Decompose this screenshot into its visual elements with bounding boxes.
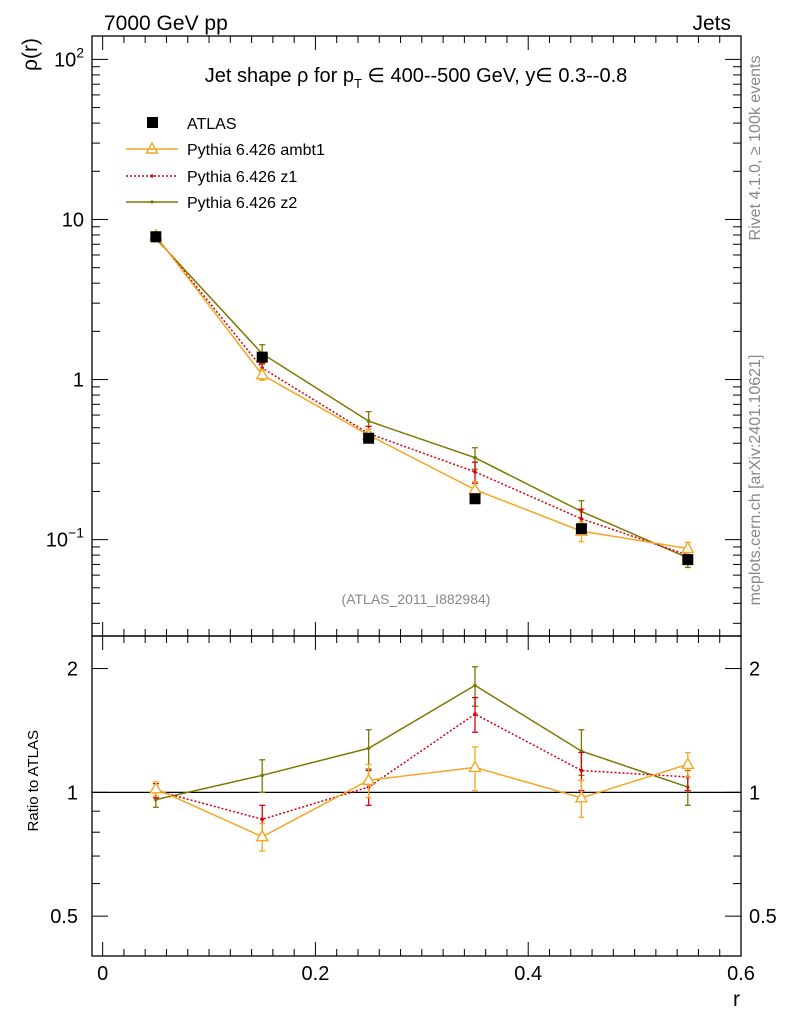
- ratio-y-tick-label-right: 2: [749, 659, 760, 681]
- main-z1-point: [473, 470, 477, 474]
- ratio-z1-point: [579, 768, 584, 773]
- legend-marker-ambt1: [145, 141, 159, 154]
- main-atlas-point: [682, 554, 694, 566]
- header-right: Jets: [692, 12, 731, 35]
- ratio-ambt1-point: [574, 790, 589, 803]
- main-ambt1-point: [468, 482, 482, 495]
- ratio-y-tick-label-right: 0.5: [749, 906, 777, 928]
- ratio-series: [92, 666, 741, 852]
- ratio-ambt1-point: [468, 759, 482, 773]
- main-ambt1-line: [155, 235, 688, 550]
- x-tick-label: 0: [97, 963, 108, 985]
- rivet-version-label: Rivet 4.1.0, ≥ 100k events: [747, 56, 764, 241]
- legend-marker-z2: [150, 200, 154, 204]
- ratio-y-tick-label: 2: [67, 659, 78, 681]
- main-z1-line: [155, 235, 689, 556]
- legend-label-z2: Pythia 6.426 z2: [187, 195, 297, 212]
- main-atlas-point: [363, 432, 375, 444]
- main-atlas-point: [575, 523, 587, 535]
- ratio-ambt1-point: [681, 756, 695, 770]
- main-y-tick-label: 10: [62, 209, 84, 231]
- main-z2-point: [366, 419, 371, 423]
- main-atlas-point: [469, 493, 481, 505]
- header-left: 7000 GeV pp: [104, 12, 228, 35]
- ratio-z2-point: [154, 797, 158, 802]
- ratio-z1-point: [260, 817, 265, 822]
- ratio-z1-line: [155, 713, 688, 821]
- legend-label-ambt1: Pythia 6.426 ambt1: [187, 142, 325, 159]
- main-ambt1-point: [255, 367, 269, 380]
- x-axis-label: r: [733, 988, 740, 1011]
- legend-entry-z1: Pythia 6.426 z1: [126, 169, 297, 186]
- main-atlas-point: [150, 231, 162, 243]
- ratio-z2-point: [260, 773, 265, 778]
- x-tick-label: 0.4: [514, 963, 542, 985]
- ratio-ambt1-point: [361, 772, 376, 785]
- main-z1-point: [579, 516, 584, 521]
- mcplots-label: mcplots.cern.ch [arXiv:2401.10621]: [747, 355, 764, 606]
- main-y-tick-label: 10−1: [46, 525, 84, 552]
- ratio-ambt1-point: [149, 781, 163, 794]
- ratio-y-tick-label-right: 1: [749, 782, 760, 804]
- main-y-tick-label: 1: [73, 370, 84, 392]
- main-atlas-point: [256, 351, 268, 363]
- ratio-ambt1-line: [155, 763, 689, 838]
- legend-label-z1: Pythia 6.426 z1: [187, 169, 297, 186]
- main-y-axis-label: ρ(r): [19, 38, 42, 71]
- legend: ATLAS Pythia 6.426 ambt1 Pythia 6.426 z1…: [126, 116, 325, 212]
- legend-marker-atlas: [147, 117, 158, 128]
- legend-entry-z2: Pythia 6.426 z2: [126, 195, 297, 212]
- x-tick-label: 0.6: [727, 963, 755, 985]
- ratio-z2-line: [155, 684, 689, 801]
- ratio-z1-point: [473, 712, 477, 716]
- main-z2-point: [473, 455, 477, 460]
- x-tick-label: 0.2: [302, 963, 330, 985]
- main-series: [149, 228, 695, 569]
- ratio-y-tick-label: 1: [67, 782, 78, 804]
- legend-label-atlas: ATLAS: [187, 116, 237, 133]
- plot-title: Jet shape ρ for pT ∈ 400--500 GeV, y∈ 0.…: [205, 65, 628, 91]
- analysis-watermark: (ATLAS_2011_I882984): [342, 591, 491, 607]
- main-y-tick-label: 102: [54, 44, 84, 71]
- legend-marker-z1: [150, 174, 154, 178]
- ratio-z2-point: [366, 746, 371, 751]
- ratio-plot-frame: [91, 635, 742, 957]
- axes-ticks: 0 0.2 0.4 0.6 10−1 1 10 102 0.5 0.5 1 1 2 2: [46, 36, 777, 985]
- main-z2-line: [155, 238, 689, 559]
- ratio-ambt1-point: [255, 829, 269, 842]
- legend-entry-atlas: ATLAS: [147, 116, 237, 133]
- ratio-y-axis-label: Ratio to ATLAS: [25, 730, 42, 831]
- legend-entry-ambt1: Pythia 6.426 ambt1: [126, 141, 325, 159]
- ratio-y-tick-label: 0.5: [50, 906, 78, 928]
- ratio-z2-point: [473, 683, 477, 688]
- main-ambt1-point: [681, 541, 695, 554]
